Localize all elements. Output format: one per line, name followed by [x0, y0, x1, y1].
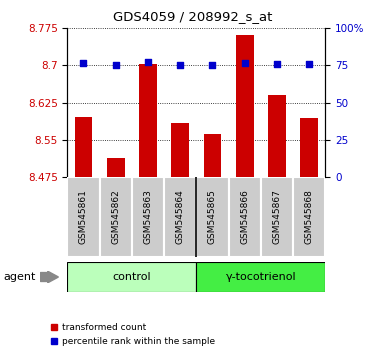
- Bar: [236, 35, 254, 177]
- Legend: transformed count, percentile rank within the sample: transformed count, percentile rank withi…: [51, 324, 215, 346]
- Bar: [100, 177, 132, 257]
- Bar: [139, 64, 157, 177]
- Text: GSM545867: GSM545867: [273, 189, 281, 244]
- Bar: [75, 116, 92, 177]
- Text: GSM545861: GSM545861: [79, 189, 88, 244]
- Text: GSM545862: GSM545862: [111, 189, 120, 244]
- Bar: [293, 177, 325, 257]
- Text: GSM545865: GSM545865: [208, 189, 217, 244]
- Point: [177, 62, 183, 68]
- Bar: [196, 262, 325, 292]
- Bar: [300, 118, 318, 177]
- Point: [274, 61, 280, 67]
- Text: control: control: [112, 272, 151, 282]
- Bar: [67, 177, 100, 257]
- Bar: [132, 177, 164, 257]
- Point: [209, 62, 216, 68]
- Text: agent: agent: [4, 272, 36, 282]
- Point: [145, 59, 151, 64]
- Text: GSM545868: GSM545868: [305, 189, 314, 244]
- FancyArrow shape: [40, 271, 59, 283]
- Text: γ-tocotrienol: γ-tocotrienol: [226, 272, 296, 282]
- Bar: [164, 177, 196, 257]
- Bar: [268, 95, 286, 177]
- Bar: [229, 177, 261, 257]
- Point: [113, 63, 119, 68]
- Bar: [204, 134, 221, 177]
- Point: [306, 62, 312, 67]
- Bar: [196, 177, 229, 257]
- Bar: [67, 262, 196, 292]
- Text: GSM545863: GSM545863: [144, 189, 152, 244]
- Point: [242, 60, 248, 65]
- Point: [80, 60, 87, 65]
- Bar: [171, 124, 189, 177]
- Bar: [261, 177, 293, 257]
- Bar: [107, 158, 125, 177]
- Text: GSM545866: GSM545866: [240, 189, 249, 244]
- Text: GSM545864: GSM545864: [176, 189, 185, 244]
- Text: GDS4059 / 208992_s_at: GDS4059 / 208992_s_at: [113, 10, 272, 23]
